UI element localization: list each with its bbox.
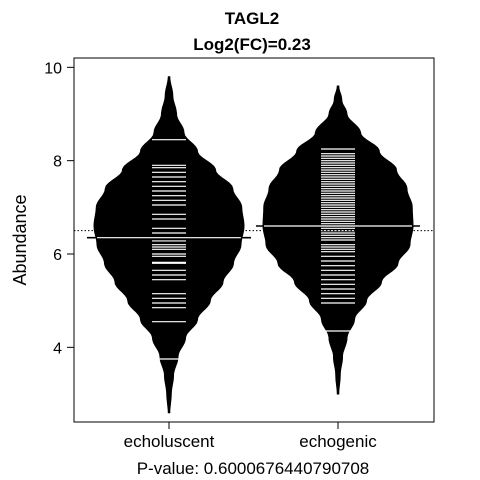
bean-echoluscent (87, 76, 251, 414)
y-tick-label: 4 (53, 340, 62, 357)
y-tick-label: 6 (53, 247, 62, 264)
plot-frame (73, 57, 435, 423)
chart-title: TAGL2 (225, 9, 279, 28)
y-axis-label: Abundance (10, 194, 30, 285)
y-tick-label: 10 (44, 60, 62, 77)
x-tick-label: echoluscent (124, 432, 215, 451)
y-tick-label: 8 (53, 154, 62, 171)
plot-area: 4 6 8 10 echoluscent echogenic (44, 57, 435, 451)
x-axis-label: P-value: 0.6000676440790708 (137, 459, 370, 478)
chart-subtitle: Log2(FC)=0.23 (193, 35, 311, 54)
x-tick-label: echogenic (299, 432, 377, 451)
bean-echogenic (256, 85, 420, 395)
